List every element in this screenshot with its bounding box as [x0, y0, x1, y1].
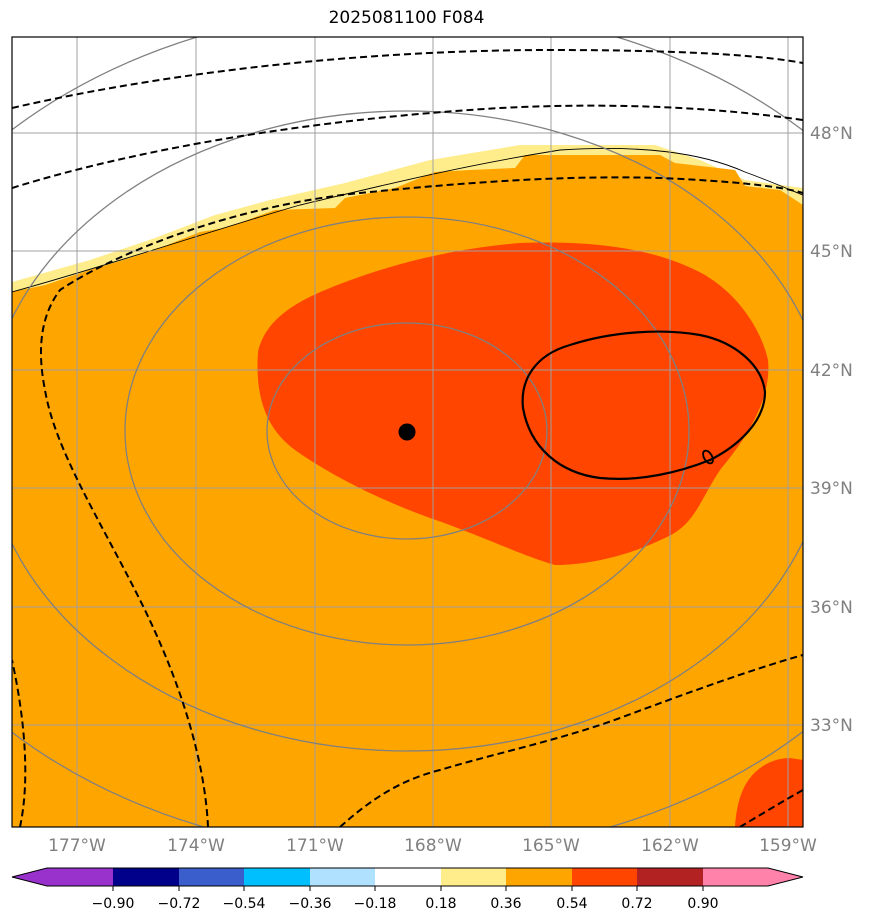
colorbar-tick-9: 0.90 [687, 896, 718, 912]
red-corner-region [735, 758, 803, 827]
lon-label-159w: 159°W [759, 836, 817, 856]
colorbar-segment-6 [441, 868, 506, 886]
coast-outline [12, 147, 803, 293]
colorbar-segment-8 [572, 868, 637, 886]
lon-label-168w: 168°W [404, 836, 462, 856]
lon-label-174w: 174°W [167, 836, 225, 856]
lon-label-162w: 162°W [641, 836, 699, 856]
lat-label-36n: 36°N [810, 598, 853, 618]
colorbar-segment-3 [244, 868, 310, 886]
colorbar-segment-9 [637, 868, 703, 886]
dashed-contours [12, 48, 803, 827]
colorbar-outline [11, 867, 804, 887]
colorbar-tick-6: 0.36 [490, 896, 521, 912]
colorbar-tick-2: −0.54 [223, 896, 266, 912]
lat-label-42n: 42°N [810, 361, 853, 381]
lon-label-177w: 177°W [48, 836, 106, 856]
colorbar-segment-7 [506, 868, 572, 886]
colorbar-tick-5: 0.18 [425, 896, 456, 912]
latitude-labels: 48°N 45°N 42°N 39°N 36°N 33°N [810, 124, 853, 736]
lat-label-45n: 45°N [810, 242, 853, 262]
graticule [12, 37, 803, 827]
longitude-labels: 177°W 174°W 171°W 168°W 165°W 162°W 159°… [48, 836, 817, 856]
lat-label-48n: 48°N [810, 124, 853, 144]
colorbar-segment-1 [113, 868, 179, 886]
lon-label-171w: 171°W [286, 836, 344, 856]
colorbar-segment-5 [375, 868, 441, 886]
colorbar-tick-4: −0.18 [354, 896, 397, 912]
colorbar-tick-7: 0.54 [556, 896, 587, 912]
storm-center-marker [398, 423, 416, 441]
colorbar-segment-4 [310, 868, 375, 886]
solid-contour [521, 330, 767, 480]
colorbar-tick-8: 0.72 [621, 896, 652, 912]
red-core-region [257, 242, 769, 565]
map-title: 2025081100 F084 [328, 8, 485, 28]
lat-label-39n: 39°N [810, 479, 853, 499]
lat-label-33n: 33°N [810, 716, 853, 736]
colorbar-tick-3: −0.36 [289, 896, 332, 912]
map-frame [11, 36, 804, 828]
lon-label-165w: 165°W [522, 836, 580, 856]
colorbar-segment-10 [703, 868, 803, 886]
colorbar: −0.90 −0.72 −0.54 −0.36 −0.18 0.18 0.36 … [11, 867, 804, 912]
colorbar-tick-0: −0.90 [92, 896, 135, 912]
colorbar-segment-2 [179, 868, 244, 886]
small-contour-loop [702, 449, 714, 465]
colorbar-tick-1: −0.72 [158, 896, 201, 912]
colorbar-segment-0 [12, 868, 113, 886]
